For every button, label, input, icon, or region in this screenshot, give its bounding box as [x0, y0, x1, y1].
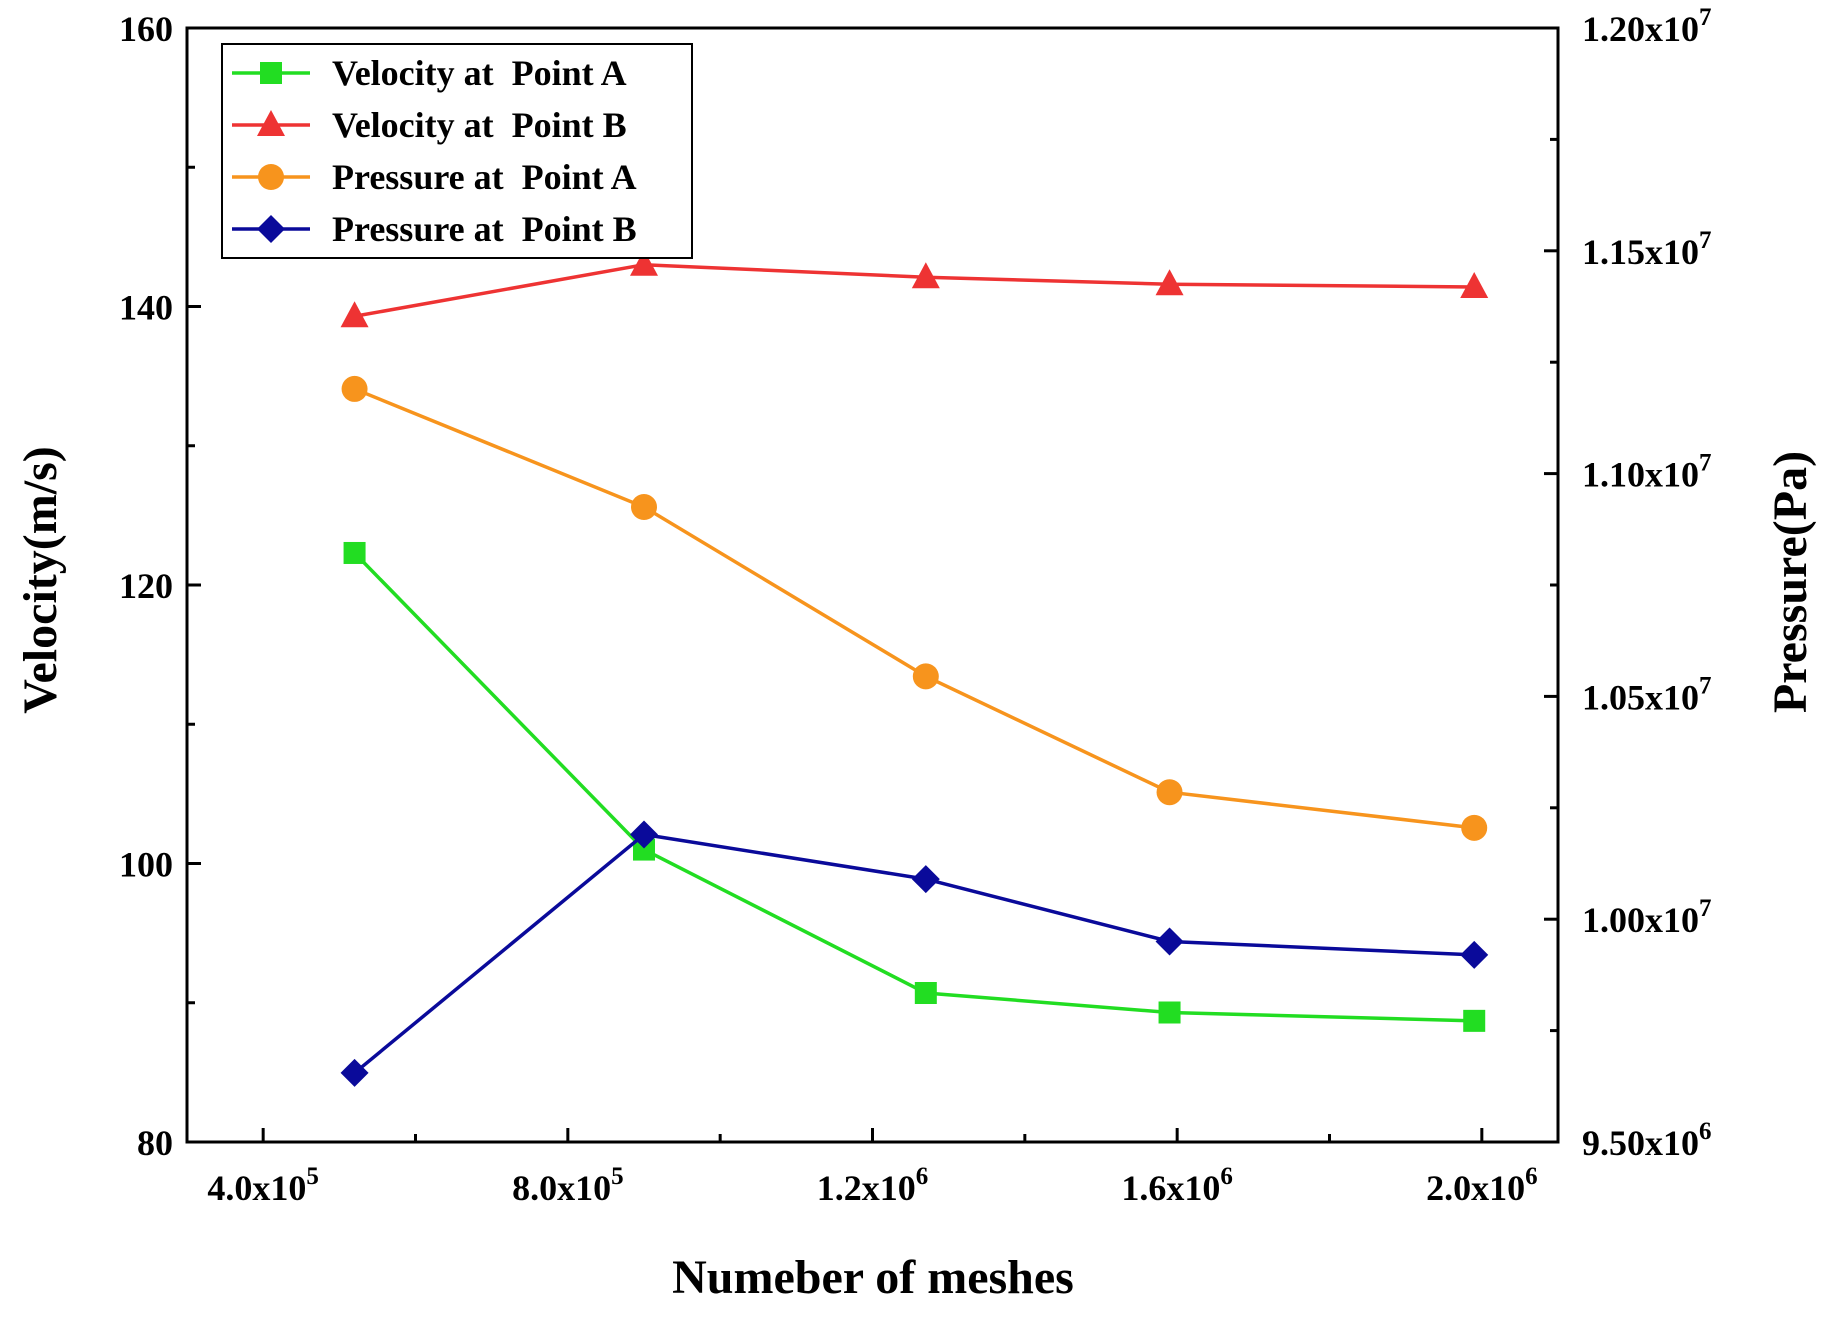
right-y-tick-label: 1.20x107 [1582, 4, 1712, 49]
right-y-tick-label-mantissa: 1.05x10 [1582, 677, 1699, 717]
series-2 [340, 249, 1489, 328]
right-y-tick-label-mantissa: 1.00x10 [1582, 900, 1699, 940]
right-y-tick-label: 1.00x107 [1582, 895, 1712, 940]
legend-marker [257, 215, 285, 243]
data-point [630, 820, 658, 849]
legend-entry: Pressure at Point A [232, 157, 637, 197]
legend-label: Velocity at Point A [332, 53, 627, 93]
x-tick-label: 1.6x106 [1121, 1163, 1233, 1208]
series-line [353, 551, 1475, 1023]
data-point [911, 865, 940, 894]
data-point [912, 663, 939, 690]
data-point [1155, 927, 1184, 956]
right-y-tick-label-mantissa: 9.50x10 [1582, 1123, 1699, 1163]
left-y-tick-label: 80 [137, 1123, 173, 1163]
data-point [1156, 779, 1183, 806]
right-y-tick-label-exponent: 7 [1699, 672, 1712, 699]
legend-label: Pressure at Point B [332, 209, 637, 249]
data-point [340, 1058, 369, 1087]
data-point [631, 494, 657, 521]
data-point [340, 301, 369, 328]
legend-entry: Velocity at Point A [232, 53, 627, 93]
right-y-tick-label-exponent: 7 [1699, 895, 1712, 922]
legend-entry: Pressure at Point B [232, 209, 637, 249]
x-tick-label: 8.0x105 [512, 1163, 624, 1208]
x-tick-label-mantissa: 1.6x10 [1121, 1168, 1220, 1208]
data-point [1463, 1009, 1486, 1032]
legend-label: Pressure at Point A [332, 157, 637, 197]
right-y-tick-label-exponent: 7 [1699, 4, 1712, 31]
data-point [343, 541, 366, 564]
right-y-tick-label: 1.15x107 [1582, 227, 1712, 272]
left-y-tick-label: 120 [119, 566, 173, 606]
series-4 [340, 820, 1489, 1087]
data-point [633, 838, 655, 861]
right-y-tick-label-exponent: 7 [1699, 227, 1712, 254]
legend-marker [258, 164, 284, 190]
left-y-tick-label: 140 [119, 288, 173, 328]
x-tick-label-mantissa: 4.0x10 [207, 1168, 306, 1208]
data-point [1460, 940, 1489, 969]
x-tick-label: 2.0x106 [1426, 1163, 1538, 1208]
data-point [1461, 814, 1488, 841]
right-y-tick-label-mantissa: 1.20x10 [1582, 9, 1699, 49]
legend-marker [257, 110, 285, 136]
right-y-tick-label-exponent: 7 [1699, 450, 1712, 477]
series-line [354, 262, 1475, 318]
data-point [914, 982, 937, 1005]
data-point [341, 375, 368, 402]
legend-marker [260, 62, 282, 84]
right-y-axis-label: Pressure(Pa) [1764, 451, 1817, 713]
data-point [1158, 1001, 1181, 1024]
right-y-tick-label: 1.10x107 [1582, 450, 1712, 495]
axes-layer: 4.0x105 8.0x105 1.2x106 1.6x106 2.0x10680100… [119, 4, 1712, 1208]
series-line [353, 387, 1475, 830]
right-y-tick-label: 9.50x106 [1582, 1118, 1712, 1163]
x-axis-label: Numeber of meshes [672, 1251, 1074, 1304]
data-point [630, 249, 658, 276]
legend-box [221, 43, 693, 259]
series-layer [340, 249, 1489, 1087]
right-y-tick-label-mantissa: 1.15x10 [1582, 232, 1699, 272]
series-1 [343, 541, 1486, 1032]
left-y-tick-label: 160 [119, 9, 173, 49]
x-tick-label-exponent: 6 [1220, 1163, 1233, 1190]
x-tick-label-mantissa: 1.2x10 [817, 1168, 916, 1208]
series-line [353, 832, 1475, 1075]
legend-label: Velocity at Point B [332, 105, 627, 145]
series-3 [341, 375, 1488, 841]
x-tick-label-exponent: 5 [306, 1163, 319, 1190]
left-y-axis-label: Velocity(m/s) [14, 446, 67, 714]
legend: Velocity at Point A Velocity at Point B Pr… [221, 43, 693, 259]
x-tick-label-exponent: 5 [611, 1163, 624, 1190]
x-tick-label-mantissa: 8.0x10 [512, 1168, 611, 1208]
right-y-tick-label-exponent: 6 [1699, 1118, 1712, 1145]
x-tick-label: 4.0x105 [207, 1163, 319, 1208]
data-point [911, 262, 940, 289]
data-point [1155, 269, 1184, 296]
x-tick-label: 1.2x106 [817, 1163, 929, 1208]
right-y-tick-label: 1.05x107 [1582, 672, 1712, 717]
x-tick-label-exponent: 6 [1525, 1163, 1538, 1190]
x-tick-label-exponent: 6 [916, 1163, 929, 1190]
left-y-tick-label: 100 [119, 845, 173, 885]
x-tick-label-mantissa: 2.0x10 [1426, 1168, 1525, 1208]
data-point [1460, 272, 1489, 299]
right-y-tick-label-mantissa: 1.10x10 [1582, 455, 1699, 495]
legend-entry: Velocity at Point B [232, 105, 627, 145]
